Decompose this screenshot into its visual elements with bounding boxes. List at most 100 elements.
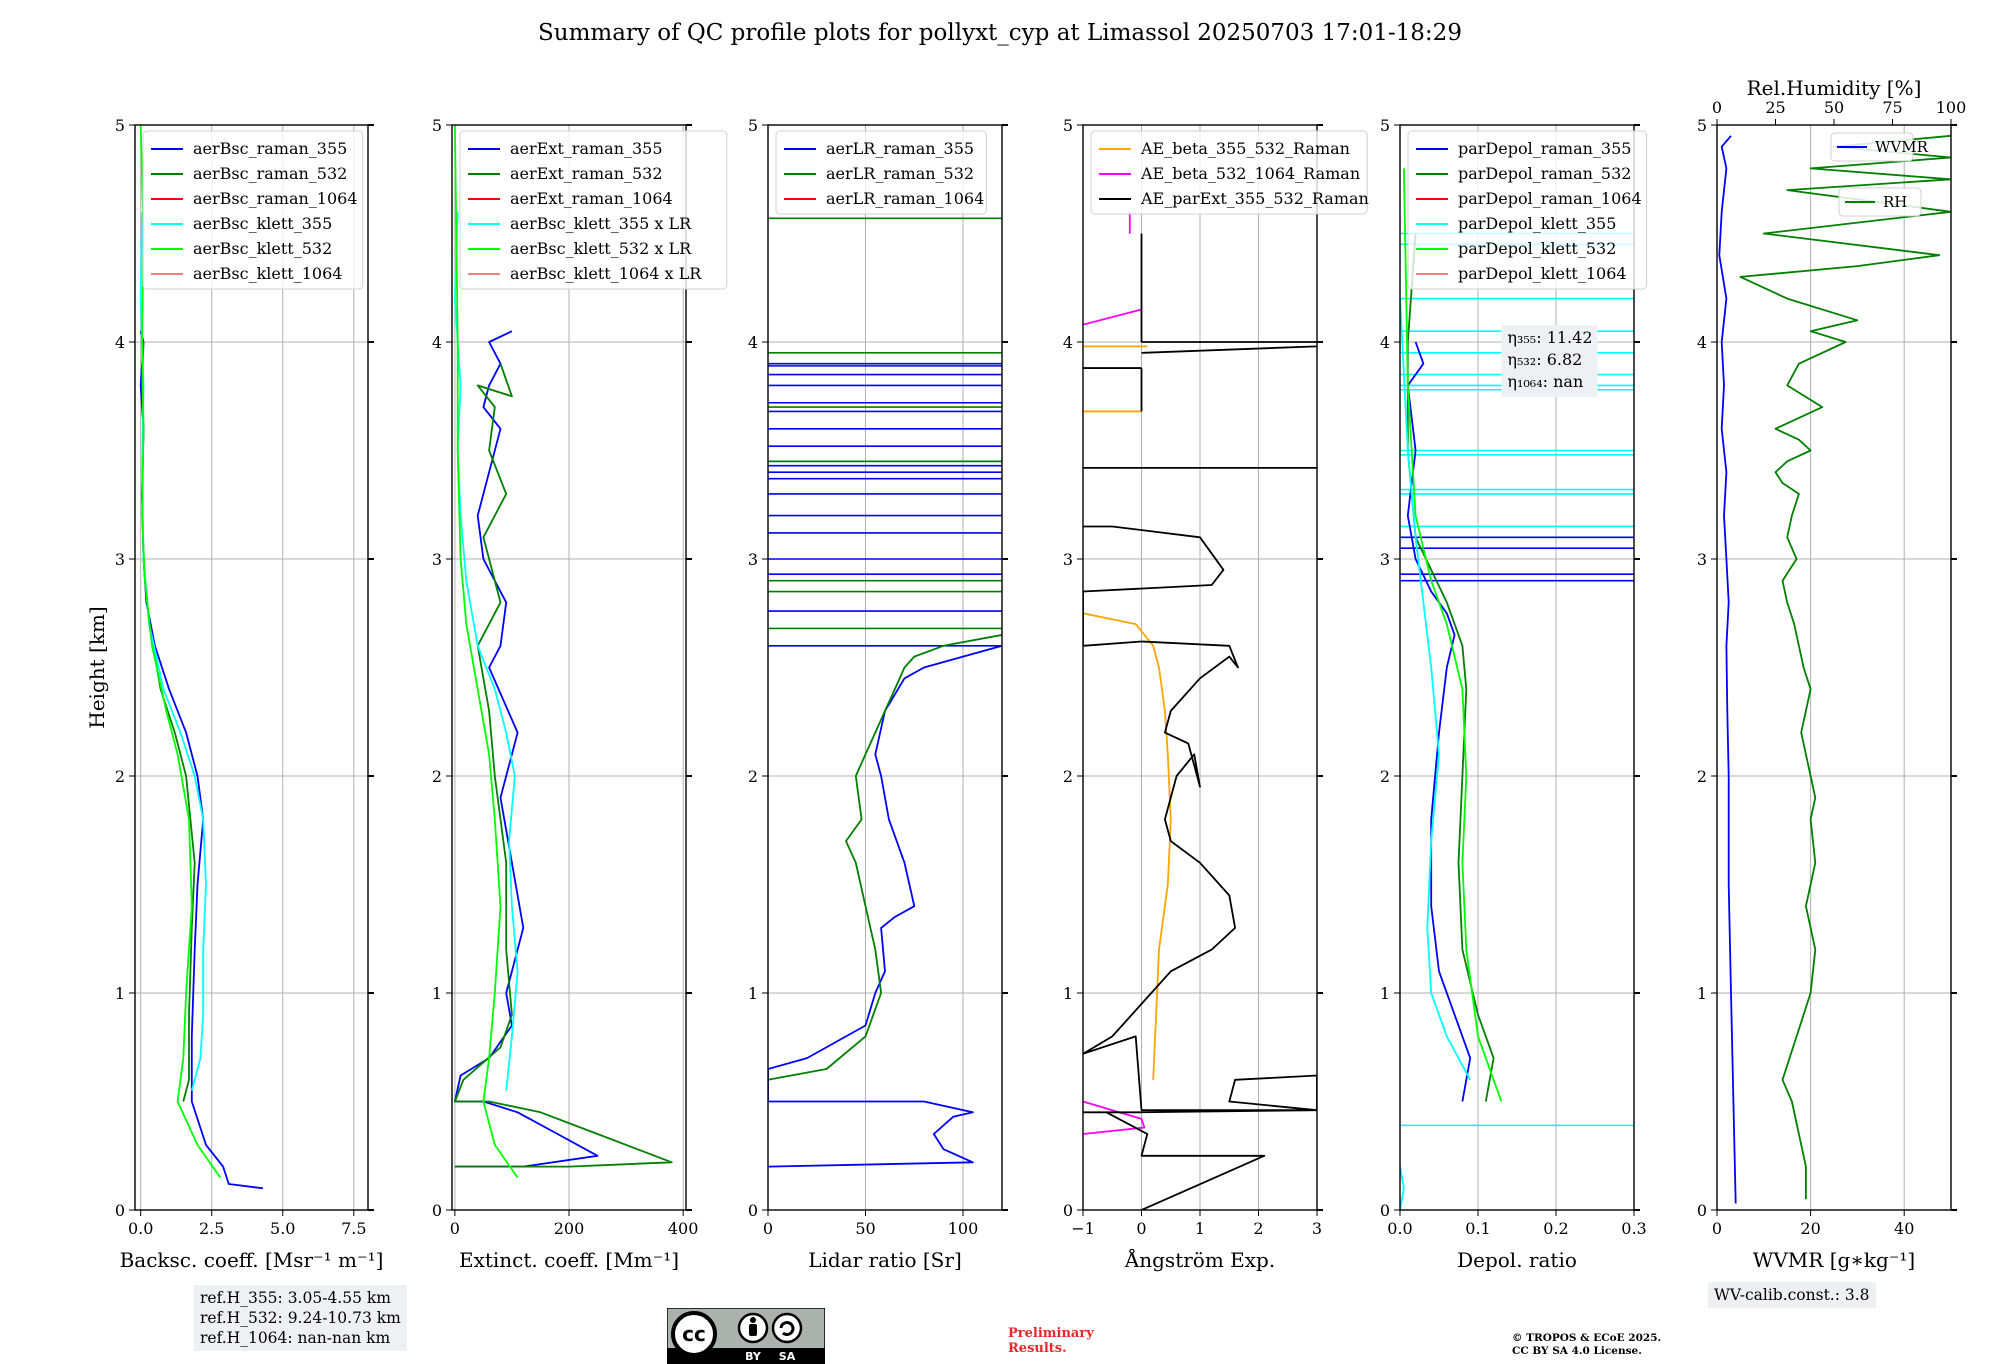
- legend-label: aerBsc_klett_532: [193, 239, 332, 258]
- eta-annotation: η₃₅₅: 11.42: [1507, 328, 1592, 347]
- y-tick-label: 2: [748, 767, 758, 786]
- x-axis-label: Lidar ratio [Sr]: [808, 1248, 962, 1272]
- y-tick-label: 1: [1063, 984, 1073, 1003]
- y-tick-label: 2: [1697, 767, 1707, 786]
- x-axis-label: Extinct. coeff. [Mm⁻¹]: [459, 1248, 679, 1272]
- x-tick-label: 3: [1312, 1219, 1322, 1238]
- y-tick-label: 2: [115, 767, 125, 786]
- ref-height-box: ref.H_355: 3.05-4.55 km ref.H_532: 9.24-…: [194, 1285, 407, 1351]
- x-tick-label: 100: [948, 1219, 979, 1238]
- legend-label: aerBsc_klett_355 x LR: [510, 214, 692, 233]
- legend-label: aerBsc_raman_355: [193, 139, 347, 158]
- y-tick-label: 1: [748, 984, 758, 1003]
- y-tick-label: 0: [748, 1201, 758, 1220]
- y-tick-label: 4: [432, 333, 442, 352]
- y-tick-label: 0: [432, 1201, 442, 1220]
- series-parDepol_raman_532: [1408, 234, 1494, 1102]
- y-tick-label: 3: [748, 550, 758, 569]
- panel-lr: 050100012345Lidar ratio [Sr]aerLR_raman_…: [748, 116, 1008, 1272]
- x-tick-label: 5.0: [270, 1219, 295, 1238]
- y-tick-label: 4: [1697, 333, 1707, 352]
- y-tick-label: 5: [115, 116, 125, 135]
- axes-frame: [768, 125, 1002, 1210]
- y-tick-label: 5: [748, 116, 758, 135]
- legend-label: AE_parExt_355_532_Raman: [1140, 189, 1369, 208]
- legend-label: parDepol_klett_1064: [1458, 264, 1627, 283]
- series-aerExt_raman_532: [455, 364, 672, 1167]
- x-axis-label: WVMR [g∗kg⁻¹]: [1753, 1248, 1915, 1272]
- y-tick-label: 1: [1697, 984, 1707, 1003]
- y-tick-label: 2: [1063, 767, 1073, 786]
- y-tick-label: 3: [432, 550, 442, 569]
- series-aerLR_raman_355: [768, 646, 1002, 1167]
- series-aerExt_raman_355: [455, 331, 598, 1166]
- legend-label: aerLR_raman_532: [826, 164, 974, 183]
- legend-label: aerExt_raman_1064: [510, 189, 673, 208]
- series-AE_beta_532_1064_Raman: [1083, 1102, 1144, 1135]
- x-tick-label: 40: [1894, 1219, 1914, 1238]
- legend-label: aerLR_raman_1064: [826, 189, 984, 208]
- axes-frame: [1717, 125, 1951, 1210]
- y-tick-label: 1: [1380, 984, 1390, 1003]
- x-tick-label: 0.0: [1387, 1219, 1412, 1238]
- legend-label: aerBsc_raman_1064: [193, 189, 358, 208]
- panel-wv: 02040012345WVMR [g∗kg⁻¹]0255075100Rel.Hu…: [1697, 76, 1966, 1272]
- preliminary-note: Preliminary Results.: [1008, 1326, 1094, 1356]
- series-WVMR: [1719, 136, 1735, 1204]
- x-tick-label: 0: [450, 1219, 460, 1238]
- segment-line: [1142, 346, 1318, 353]
- legend-label: aerBsc_klett_532 x LR: [510, 239, 692, 258]
- preliminary-line-1: Preliminary: [1008, 1326, 1094, 1341]
- cc-by-sa-badge: cc BY SA: [667, 1308, 825, 1364]
- plot-area: [1400, 168, 1634, 1210]
- y-tick-label: 4: [1063, 333, 1073, 352]
- x-tick-label: 400: [668, 1219, 699, 1238]
- x-tick-label: 1: [1195, 1219, 1205, 1238]
- x-tick-label: 50: [855, 1219, 875, 1238]
- sa-share-icon: [773, 1314, 801, 1342]
- y-tick-label: 0: [1697, 1201, 1707, 1220]
- legend-label: aerExt_raman_532: [510, 164, 663, 183]
- cc-logo-text: cc: [682, 1322, 706, 1346]
- y-tick-label: 1: [115, 984, 125, 1003]
- legend-label: aerBsc_klett_1064: [193, 264, 342, 283]
- y-tick-label: 4: [748, 333, 758, 352]
- x2-axis-label: Rel.Humidity [%]: [1747, 76, 1922, 100]
- y-tick-label: 4: [1380, 333, 1390, 352]
- x-axis-label: Ångström Exp.: [1124, 1247, 1275, 1272]
- y-tick-label: 5: [1697, 116, 1707, 135]
- x2-tick-label: 100: [1936, 98, 1967, 117]
- y-tick-label: 5: [1380, 116, 1390, 135]
- legend-label: aerLR_raman_355: [826, 139, 974, 158]
- copyright-line-2: CC BY SA 4.0 License.: [1512, 1345, 1661, 1358]
- y-tick-label: 0: [115, 1201, 125, 1220]
- panel-depol: 0.00.10.20.3012345Depol. ratioparDepol_r…: [1380, 116, 1647, 1272]
- eta-annotation: η₁₀₆₄: nan: [1507, 372, 1583, 391]
- ref-height-355: ref.H_355: 3.05-4.55 km: [200, 1288, 401, 1308]
- panel-ae: −10123012345Ångström Exp.AE_beta_355_532…: [1063, 116, 1369, 1272]
- legend-label: parDepol_klett_532: [1458, 239, 1616, 258]
- x-axis-label: Depol. ratio: [1457, 1248, 1577, 1272]
- legend-label: RH: [1883, 193, 1907, 211]
- by-label: BY: [745, 1350, 762, 1363]
- x-tick-label: 200: [554, 1219, 585, 1238]
- legend-label: parDepol_raman_532: [1458, 164, 1631, 183]
- plot-area: [1719, 136, 1951, 1204]
- y-tick-label: 5: [1063, 116, 1073, 135]
- x-tick-label: 2.5: [199, 1219, 224, 1238]
- legend-label: parDepol_raman_355: [1458, 139, 1631, 158]
- y-tick-label: 2: [1380, 767, 1390, 786]
- y-tick-label: 4: [115, 333, 125, 352]
- figure-canvas: 0.0 2.5 5.0 7.5 0 1 2 3 4 5 Backsc. coeff. [Msr⁻¹ …: [0, 0, 2000, 1360]
- y-tick-label: 5: [432, 116, 442, 135]
- x-axis-label: Backsc. coeff. [Msr⁻¹ m⁻¹]: [120, 1248, 384, 1272]
- legend-label: aerBsc_klett_1064 x LR: [510, 264, 702, 283]
- y-axis-label: Height [km]: [85, 606, 109, 728]
- series-parDepol_raman_355: [1408, 342, 1470, 1102]
- x2-tick-label: 50: [1824, 98, 1844, 117]
- series-aerBsc_klett_355: [141, 212, 206, 1091]
- x-tick-label: 7.5: [341, 1219, 366, 1238]
- x-tick-label: 0: [1712, 1219, 1722, 1238]
- copyright-line-1: © TROPOS & ECoE 2025.: [1512, 1332, 1661, 1345]
- legend-label: aerBsc_raman_532: [193, 164, 347, 183]
